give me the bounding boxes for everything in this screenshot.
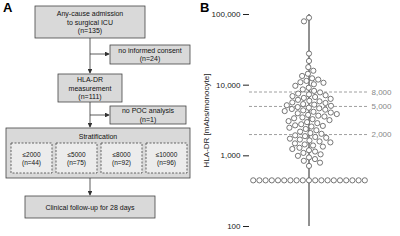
svg-text:no informed consent: no informed consent <box>118 47 181 54</box>
svg-text:(n=96): (n=96) <box>157 159 176 167</box>
svg-text:(n=92): (n=92) <box>112 159 131 167</box>
svg-text:(n=1): (n=1) <box>140 116 157 124</box>
svg-text:≤10000: ≤10000 <box>156 151 178 158</box>
svg-text:100: 100 <box>227 222 241 231</box>
svg-text:2,000: 2,000 <box>372 130 393 139</box>
svg-text:≤8000: ≤8000 <box>112 151 130 158</box>
svg-text:Any-cause admission: Any-cause admission <box>57 10 124 18</box>
html-text:A: A <box>3 0 13 15</box>
svg-text:100,000: 100,000 <box>212 10 241 19</box>
svg-text:10,000: 10,000 <box>216 81 241 90</box>
svg-text:(n=135): (n=135) <box>78 27 102 35</box>
svg-text:≤2000: ≤2000 <box>22 151 40 158</box>
svg-text:HLA-DR: HLA-DR <box>77 76 103 83</box>
svg-text:≤5000: ≤5000 <box>67 151 85 158</box>
svg-text:no POC analysis: no POC analysis <box>122 107 175 115</box>
svg-text:Clinical follow-up for 28 days: Clinical follow-up for 28 days <box>45 204 135 212</box>
svg-text:5,000: 5,000 <box>372 102 393 111</box>
svg-text:to surgical ICU: to surgical ICU <box>67 19 113 27</box>
svg-text:(n=111): (n=111) <box>78 93 101 101</box>
svg-text:(n=24): (n=24) <box>140 55 160 63</box>
svg-text:1,000: 1,000 <box>220 151 241 160</box>
svg-text:(n=44): (n=44) <box>22 159 41 167</box>
svg-text:8,000: 8,000 <box>372 88 393 97</box>
svg-text:HLA-DR [mAbs/monocyte]: HLA-DR [mAbs/monocyte] <box>202 74 211 168</box>
html-text:B: B <box>200 0 210 15</box>
svg-text:measurement: measurement <box>69 85 112 92</box>
svg-text:(n=75): (n=75) <box>67 159 86 167</box>
svg-text:Stratification: Stratification <box>79 133 118 140</box>
